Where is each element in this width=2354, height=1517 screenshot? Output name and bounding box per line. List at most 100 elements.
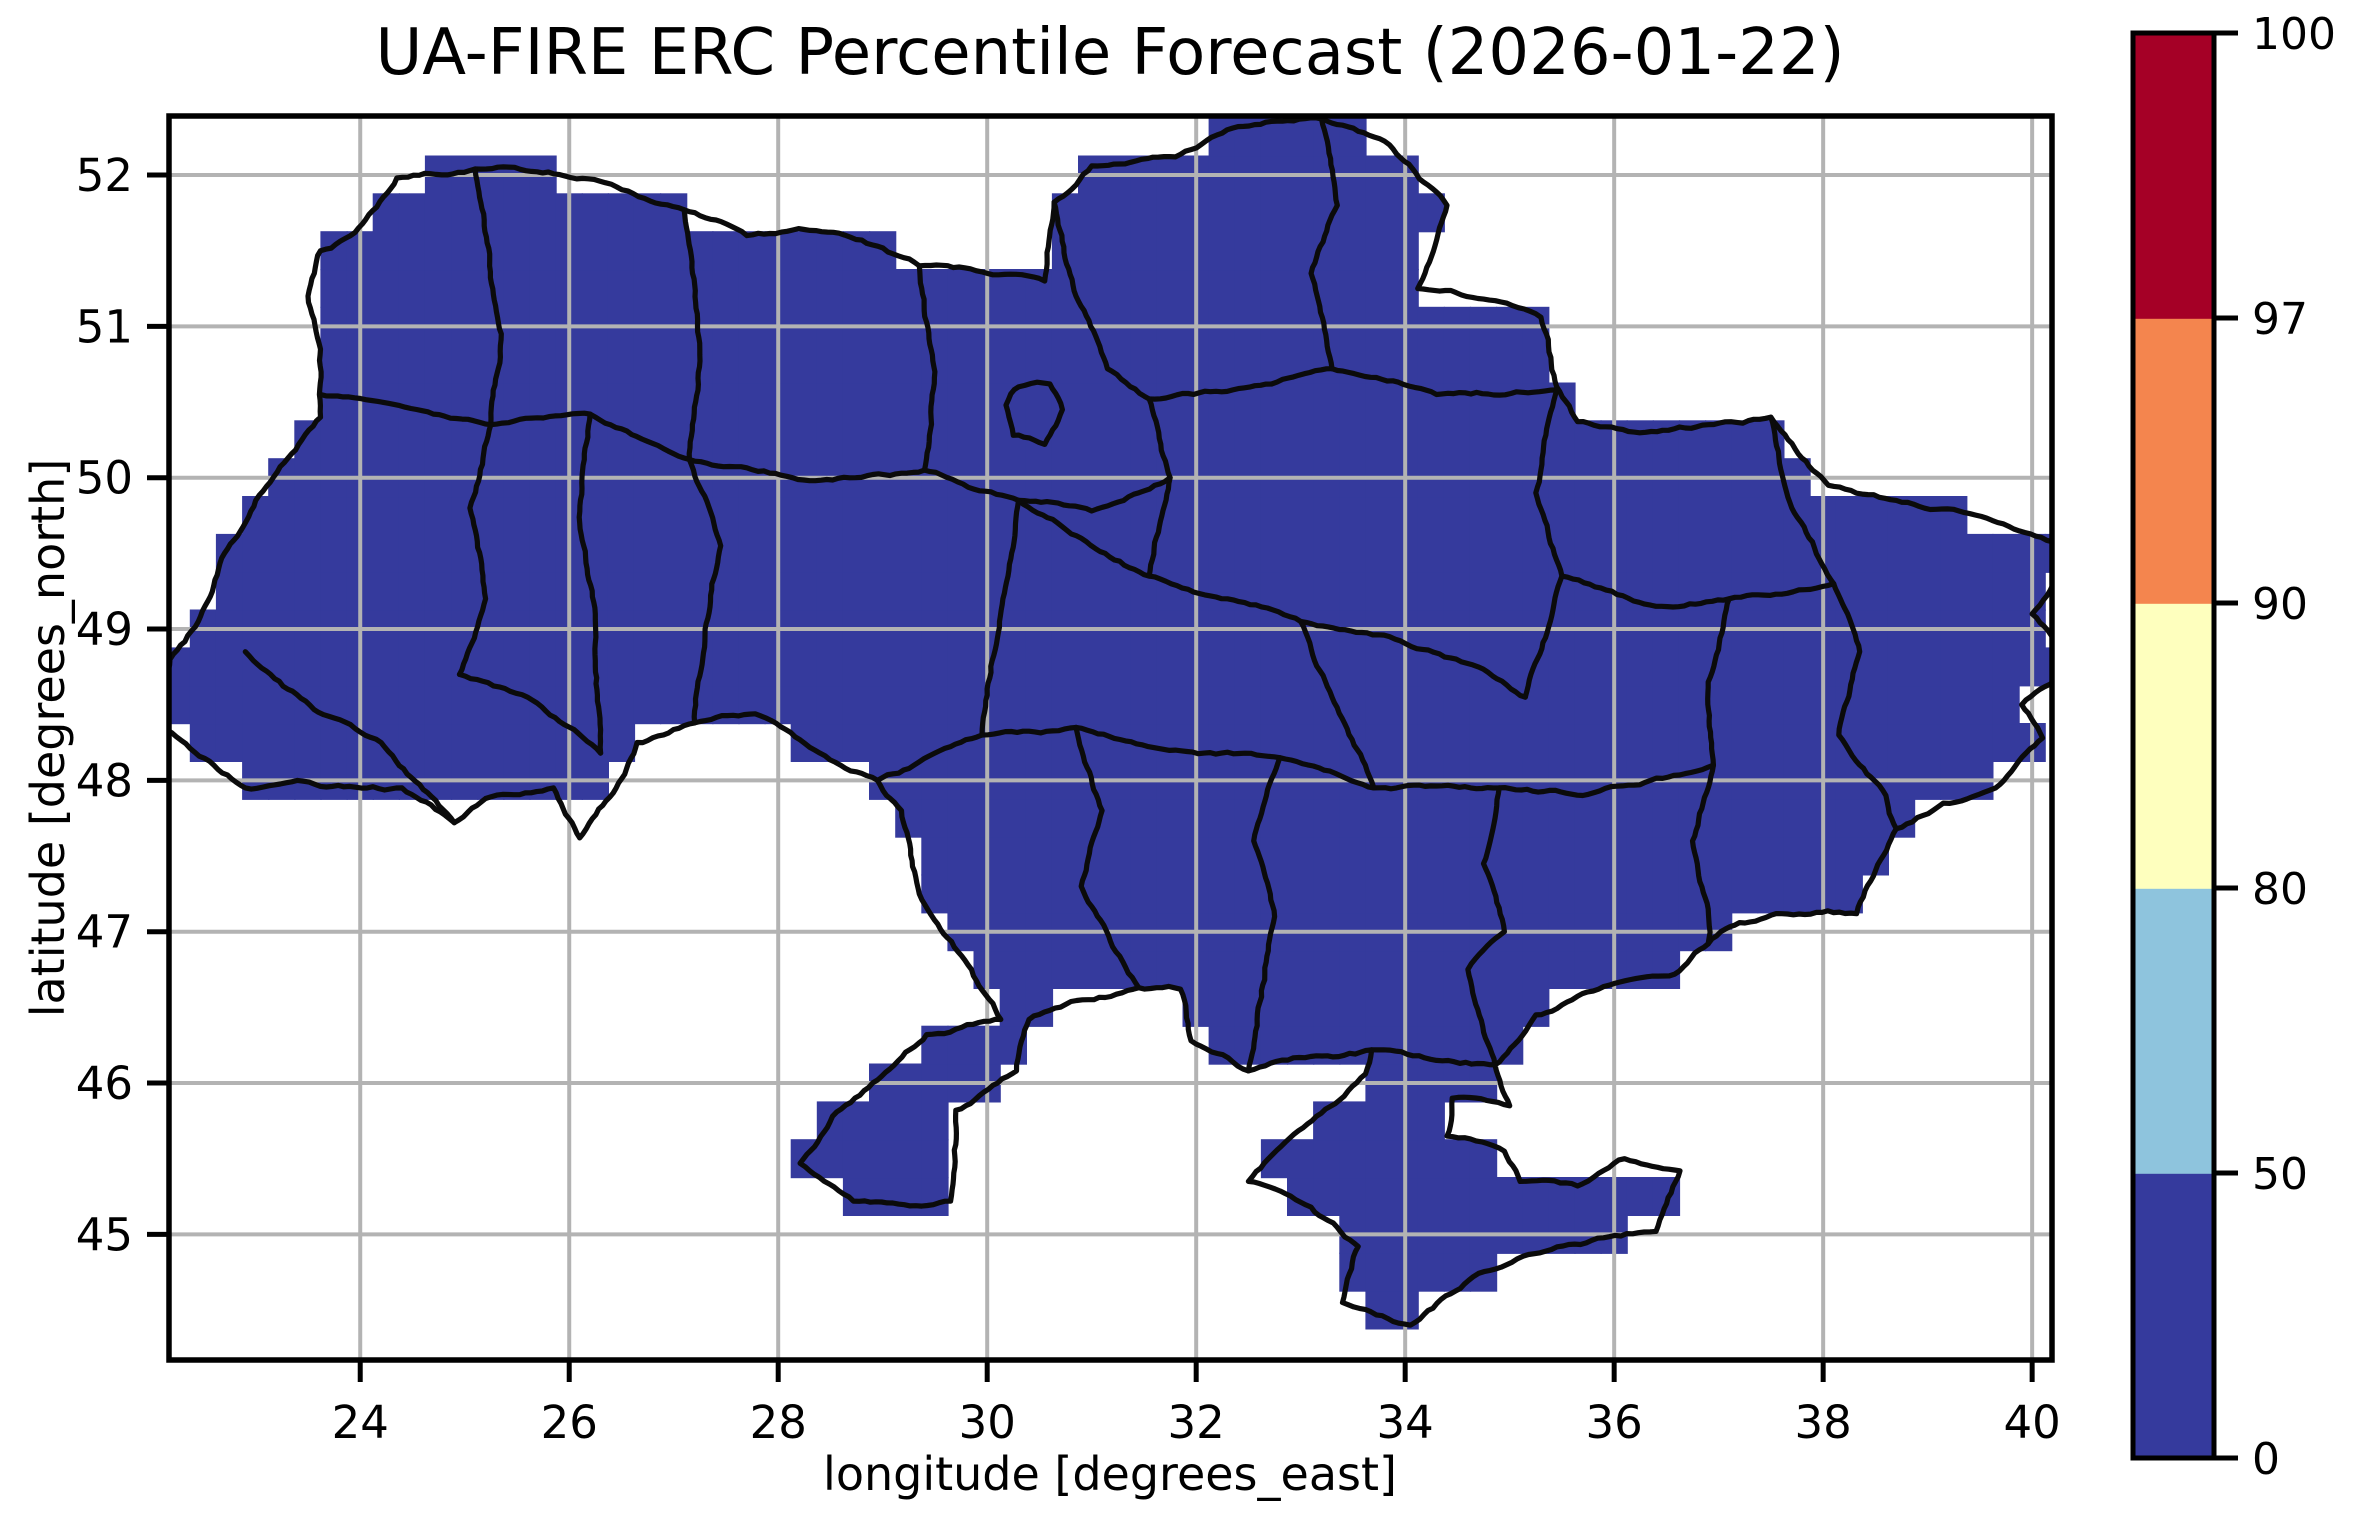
map-cell xyxy=(1234,269,1263,308)
y-tick-label: 48 xyxy=(76,754,133,807)
map-cell xyxy=(1365,647,1393,687)
map-cell xyxy=(424,344,453,384)
map-cell xyxy=(921,1177,949,1216)
map-cell xyxy=(712,382,740,422)
oblast-boundary xyxy=(576,411,604,756)
map-cell xyxy=(1705,798,1733,838)
map-cell xyxy=(1365,533,1393,573)
map-cell xyxy=(1025,647,1054,687)
map-cell xyxy=(581,344,609,384)
map-cell xyxy=(529,533,557,573)
map-cell xyxy=(712,269,740,308)
map-cell xyxy=(1469,496,1498,535)
map-cell xyxy=(790,344,818,384)
map-cell xyxy=(1914,723,1942,762)
map-cell xyxy=(1757,798,1785,838)
map-cell xyxy=(424,496,453,535)
oblast-boundary xyxy=(1015,497,1528,700)
map-cell xyxy=(712,420,740,460)
map-cell xyxy=(1078,685,1106,725)
map-cell xyxy=(424,269,453,308)
map-cell xyxy=(869,685,897,725)
map-cell xyxy=(424,533,453,573)
map-cell xyxy=(1025,874,1054,914)
map-cell xyxy=(660,269,688,308)
map-cell xyxy=(633,496,662,535)
map-cell xyxy=(790,496,818,535)
map-cell xyxy=(738,533,766,573)
colorbar-segment xyxy=(2133,318,2214,604)
plot-title: UA-FIRE ERC Percentile Forecast (2026-01… xyxy=(375,16,1845,90)
map-cell xyxy=(1313,1177,1341,1216)
map-cell xyxy=(1443,647,1472,687)
map-cell xyxy=(1260,685,1289,725)
map-cell xyxy=(1835,836,1863,876)
map-cell xyxy=(398,420,427,460)
map-cell xyxy=(581,193,609,233)
map-cell xyxy=(1287,193,1315,233)
colorbar-segment xyxy=(2133,603,2214,889)
y-axis-label: latitude [degrees_north] xyxy=(21,458,75,1018)
map-cell xyxy=(1365,1101,1393,1141)
ukraine-raster-cells xyxy=(169,117,2052,1330)
map-cell xyxy=(503,496,531,535)
map-cell xyxy=(607,496,636,535)
oblast-boundary xyxy=(1073,724,1142,991)
map-cell xyxy=(1156,874,1184,914)
map-cell xyxy=(372,269,400,308)
map-cell xyxy=(372,496,400,535)
map-cell xyxy=(947,647,975,687)
map-cell xyxy=(1287,382,1315,422)
map-cell xyxy=(294,647,322,687)
map-cell xyxy=(1156,533,1184,573)
map-cell xyxy=(1966,685,1994,725)
oblast-boundary xyxy=(317,391,692,463)
map-cell xyxy=(1966,723,1994,762)
map-cell xyxy=(529,496,557,535)
map-cell xyxy=(1678,496,1707,535)
y-tick-label: 52 xyxy=(76,149,133,202)
map-cell xyxy=(921,685,949,725)
map-cell xyxy=(1051,798,1080,838)
map-cell xyxy=(1051,571,1080,611)
map-cell xyxy=(1130,798,1158,838)
map-cell xyxy=(1130,874,1158,914)
oblast-boundary xyxy=(1465,785,1507,1068)
map-cell xyxy=(1783,533,1811,573)
map-cell xyxy=(1626,420,1654,460)
map-cell xyxy=(1130,836,1158,876)
map-cell xyxy=(1940,685,1968,725)
map-cell xyxy=(1078,269,1106,308)
map-cell xyxy=(1443,1177,1472,1216)
map-cell xyxy=(451,193,479,233)
map-cell xyxy=(1287,231,1315,271)
x-tick-label: 36 xyxy=(1586,1396,1643,1449)
map-cell xyxy=(1130,269,1158,308)
map-cell xyxy=(842,685,871,725)
map-cell xyxy=(1260,571,1289,611)
map-cell xyxy=(529,344,557,384)
map-cell xyxy=(1548,685,1576,725)
map-cell xyxy=(842,1139,871,1179)
x-tick-label: 34 xyxy=(1377,1396,1434,1449)
map-cell xyxy=(895,420,923,460)
oblast-boundary xyxy=(1003,379,1065,447)
map-cell xyxy=(1887,571,1916,611)
map-cell xyxy=(1260,269,1289,308)
map-cell xyxy=(660,382,688,422)
map-cell xyxy=(1626,836,1654,876)
map-cell xyxy=(1156,647,1184,687)
map-cell xyxy=(1339,987,1367,1027)
map-cell xyxy=(607,269,636,308)
oblast-boundary xyxy=(1522,387,1565,700)
map-cell xyxy=(816,382,845,422)
map-cell xyxy=(1496,533,1524,573)
map-cell xyxy=(1574,685,1602,725)
map-cell xyxy=(1104,874,1132,914)
map-cell xyxy=(790,269,818,308)
map-cell xyxy=(451,269,479,308)
map-cell xyxy=(660,571,688,611)
map-cell xyxy=(1208,344,1236,384)
map-cell xyxy=(999,344,1027,384)
